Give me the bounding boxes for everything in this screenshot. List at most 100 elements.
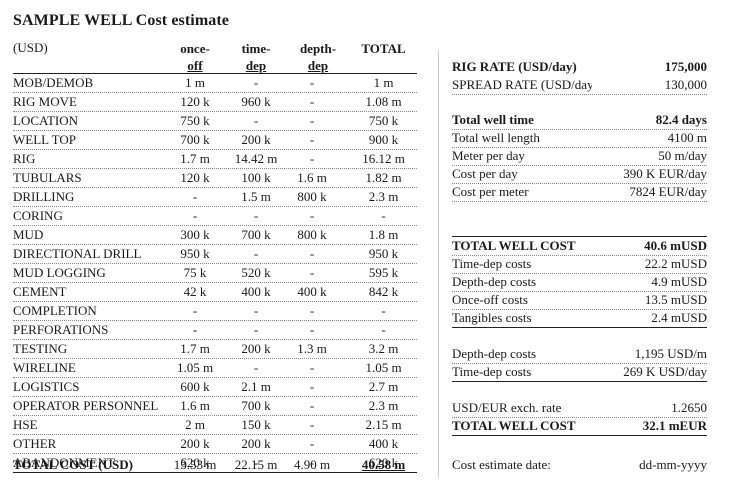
once-off-cell: - [192, 322, 198, 337]
rig-rate-label: RIG RATE (USD/day) [452, 59, 577, 74]
estimate-date-row: Cost estimate date: dd-mm-yyyy [452, 456, 707, 474]
depth-dep-costs-row: Depth-dep costs 4.9 mUSD [452, 273, 707, 292]
total-cell: 1.05 m [365, 360, 402, 375]
total-cell: 1 m [373, 75, 394, 90]
row-name: RIG MOVE [13, 94, 77, 109]
once-off-cell: 1.6 m [180, 398, 210, 413]
header-once-off: once- off [165, 40, 225, 74]
rig-rate-value: 175,000 [664, 59, 707, 74]
time-dep-cell: 960 k [241, 94, 271, 109]
time-dep-cell: 200 k [241, 341, 271, 356]
cost-per-meter-label: Cost per meter [452, 184, 529, 199]
cost-per-meter-value: 7824 EUR/day [629, 184, 707, 199]
panel-divider [438, 50, 439, 478]
estimate-date-label: Cost estimate date: [452, 457, 551, 472]
once-off-cell: 1 m [185, 75, 205, 90]
total-cell: 400 k [368, 436, 399, 451]
row-name: LOGISTICS [13, 379, 80, 394]
depth-dep-cell: - [309, 151, 315, 166]
row-name: ABANDONMENT [13, 455, 115, 470]
total-cell: 750 k [368, 113, 399, 128]
time-dep-costs-row: Time-dep costs 22.2 mUSD [452, 255, 707, 274]
spread-rate-value: 130,000 [664, 77, 707, 92]
once-off-cell: 120 k [180, 170, 210, 185]
cost-per-day-value: 390 K EUR/day [623, 166, 707, 181]
time-dep-cell: - [253, 303, 259, 318]
sheet-title: SAMPLE WELL Cost estimate [13, 12, 229, 29]
table-row: RIG MOVE 120 k 960 k - 1.08 m [13, 93, 417, 112]
time-dep-cell: 100 k [241, 170, 271, 185]
row-name: MUD LOGGING [13, 265, 106, 280]
time-dep-cell: 150 k [241, 417, 271, 432]
table-row: CORING - - - - [13, 207, 417, 226]
total-cell: 900 k [368, 132, 399, 147]
row-name: MUD [13, 227, 44, 242]
header-depth-dep-line2: dep [307, 58, 329, 73]
total-time-dep: 22.15 m [234, 457, 278, 472]
total-cell: 842 k [368, 284, 399, 299]
total-well-length-row: Total well length 4100 m [452, 129, 707, 148]
total-cell: 2.3 m [368, 189, 399, 204]
total-cell: 1.82 m [365, 170, 402, 185]
spread-rate-row: SPREAD RATE (USD/day) 130,000 [452, 76, 707, 95]
table-row: TUBULARS 120 k 100 k 1.6 m 1.82 m [13, 169, 417, 188]
once-off-cell: 200 k [180, 436, 210, 451]
depth-dep-cell: - [309, 360, 315, 375]
total-well-time-label: Total well time [452, 112, 534, 127]
table-row: DRILLING - 1.5 m 800 k 2.3 m [13, 188, 417, 207]
total-cell: 3.2 m [368, 341, 399, 356]
row-name: CORING [13, 208, 63, 223]
total-cost-row: TOTAL COST (USD) 13.53 m 22.15 m 4.90 m … [13, 456, 417, 474]
depth-dep-cell: 400 k [297, 284, 327, 299]
total-cell: 1.8 m [368, 227, 399, 242]
estimate-date-value: dd-mm-yyyy [639, 457, 707, 472]
time-dep-cell: 700 k [241, 398, 271, 413]
total-well-time-value: 82.4 days [655, 112, 707, 127]
row-name: TESTING [13, 341, 68, 356]
total-well-length-value: 4100 m [667, 130, 707, 145]
exch-rate-value: 1.2650 [671, 400, 707, 415]
once-off-cell: 700 k [180, 132, 210, 147]
total-cost-label: TOTAL COST (USD) [13, 457, 133, 472]
depth-dep-rate-label: Depth-dep costs [452, 346, 537, 361]
row-name: LOCATION [13, 113, 78, 128]
header-depth-dep-line1: depth- [299, 41, 337, 56]
row-name: OTHER [13, 436, 57, 451]
total-cell: 16.12 m [362, 151, 405, 166]
meter-per-day-row: Meter per day 50 m/day [452, 147, 707, 166]
total-well-cost-row: TOTAL WELL COST 40.6 mUSD [452, 236, 707, 256]
table-row: WIRELINE 1.05 m - - 1.05 m [13, 359, 417, 378]
depth-dep-cell: - [309, 246, 315, 261]
total-cell: 1.08 m [365, 94, 402, 109]
total-depth-dep: 4.90 m [293, 457, 331, 472]
table-row: PERFORATIONS - - - - [13, 321, 417, 340]
once-off-cell: 620 k [180, 455, 210, 470]
once-off-costs-row: Once-off costs 13.5 mUSD [452, 291, 707, 310]
currency-unit: (USD) [13, 40, 48, 55]
depth-dep-costs-label: Depth-dep costs [452, 274, 537, 289]
total-cell: - [381, 322, 386, 337]
time-dep-cell: 400 k [241, 284, 271, 299]
table-row: LOCATION 750 k - - 750 k [13, 112, 417, 131]
depth-dep-cell: - [309, 379, 315, 394]
total-well-cost-eur-row: TOTAL WELL COST 32.1 mEUR [452, 417, 707, 436]
total-well-cost-eur-label: TOTAL WELL COST [452, 418, 576, 433]
meter-per-day-value: 50 m/day [658, 148, 707, 163]
once-off-cell: 950 k [180, 246, 210, 261]
total-well-cost-label: TOTAL WELL COST [452, 238, 576, 253]
row-name: WELL TOP [13, 132, 76, 147]
header-once-off-line2: off [187, 58, 203, 73]
grand-total: 40.58 m [361, 457, 406, 472]
table-row: DIRECTIONAL DRILL 950 k - - 950 k [13, 245, 417, 264]
time-dep-cell: 520 k [241, 265, 271, 280]
meter-per-day-label: Meter per day [452, 148, 525, 163]
table-row: TESTING 1.7 m 200 k 1.3 m 3.2 m [13, 340, 417, 359]
table-row: LOGISTICS 600 k 2.1 m - 2.7 m [13, 378, 417, 397]
row-name: RIG [13, 151, 36, 166]
time-dep-costs-label: Time-dep costs [452, 256, 532, 271]
tangibles-costs-label: Tangibles costs [452, 310, 532, 325]
total-cell: - [381, 303, 386, 318]
depth-dep-cell: 800 k [297, 189, 327, 204]
once-off-cell: - [192, 208, 198, 223]
time-dep-cell: 2.1 m [241, 379, 271, 394]
